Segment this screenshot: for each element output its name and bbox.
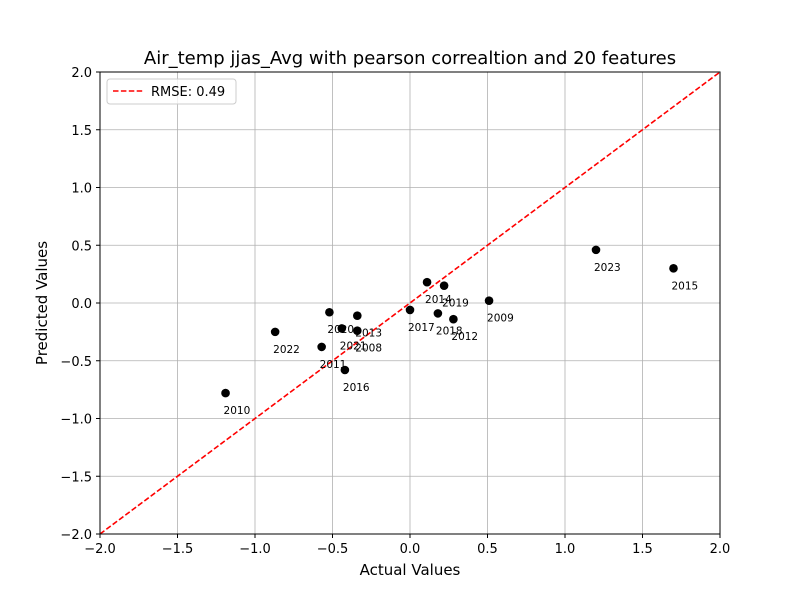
data-point-2016 <box>340 365 350 375</box>
data-point-2008 <box>353 326 362 336</box>
point-label-2016: 2016 <box>343 382 370 394</box>
x-tick-label: 0.0 <box>400 542 421 557</box>
y-tick-label: −1.0 <box>60 413 92 428</box>
point-label-2011: 2011 <box>320 359 347 371</box>
data-point-2014 <box>422 277 432 287</box>
point-label-2009: 2009 <box>487 313 514 325</box>
data-point-2009 <box>484 296 494 305</box>
x-tick-label: −0.5 <box>317 542 349 557</box>
data-point-2015 <box>669 264 678 273</box>
reference-diagonal-line <box>99 71 721 535</box>
data-point-2018 <box>433 309 443 318</box>
data-point-2020 <box>325 307 334 317</box>
x-tick-label: −1.0 <box>239 542 271 557</box>
x-tick-label: 0.5 <box>477 542 498 557</box>
x-tick-label: −2.0 <box>84 542 116 557</box>
point-label-2020: 2020 <box>327 324 354 336</box>
data-point-2021 <box>337 324 347 333</box>
point-label-2012: 2012 <box>451 331 478 343</box>
point-label-2022: 2022 <box>273 344 300 356</box>
point-label-2021: 2021 <box>340 340 367 352</box>
legend: RMSE: 0.49 <box>106 78 237 105</box>
data-point-2010 <box>221 388 230 398</box>
data-point-2023 <box>591 245 601 255</box>
legend-box <box>106 78 237 105</box>
y-tick-label: −2.0 <box>60 528 92 543</box>
point-label-2014: 2014 <box>425 294 452 306</box>
data-points <box>221 245 678 398</box>
point-label-2015: 2015 <box>672 280 699 292</box>
legend-label: RMSE: 0.49 <box>151 85 225 100</box>
data-point-2022 <box>270 327 280 337</box>
point-label-2013: 2013 <box>355 328 382 340</box>
x-tick-label: −1.5 <box>162 542 194 557</box>
y-tick-label: −1.5 <box>60 470 92 485</box>
data-point-2017 <box>405 305 415 315</box>
point-label-2017: 2017 <box>408 322 435 334</box>
y-tick-label: 0.0 <box>71 297 92 312</box>
data-point-2012 <box>449 314 458 324</box>
point-label-2023: 2023 <box>594 262 621 274</box>
y-tick-label: −0.5 <box>60 355 92 370</box>
x-axis-label: Actual Values <box>360 561 461 579</box>
point-label-2019: 2019 <box>442 298 469 310</box>
reference-line-layer <box>99 71 721 535</box>
data-point-2013 <box>353 311 362 321</box>
point-labels: 2010 2022 2011 2020 2021 2016 2013 2008 2017 2014… <box>224 262 699 417</box>
chart-title: Air_temp jjas_Avg with pearson correalti… <box>144 48 676 69</box>
x-tick-label: 1.5 <box>632 542 653 557</box>
data-point-2011 <box>317 342 326 352</box>
x-tick-label: 2.0 <box>710 542 731 557</box>
x-tick-label: 1.0 <box>555 542 576 557</box>
data-point-2019 <box>439 281 449 290</box>
y-tick-label: 1.5 <box>71 124 92 139</box>
point-label-2008: 2008 <box>355 343 382 355</box>
y-tick-label: 2.0 <box>71 66 92 81</box>
point-label-2010: 2010 <box>224 405 251 417</box>
point-label-2018: 2018 <box>436 325 463 337</box>
y-axis-label: Predicted Values <box>33 241 51 365</box>
y-tick-label: 1.0 <box>71 182 92 197</box>
y-axis-ticks: −2.0 −1.5 −1.0 −0.5 0.0 0.5 1.0 1.5 2.0 <box>60 66 100 543</box>
y-tick-label: 0.5 <box>71 239 92 254</box>
x-axis-ticks: −2.0 −1.5 −1.0 −0.5 0.0 0.5 1.0 1.5 2.0 <box>84 534 730 557</box>
